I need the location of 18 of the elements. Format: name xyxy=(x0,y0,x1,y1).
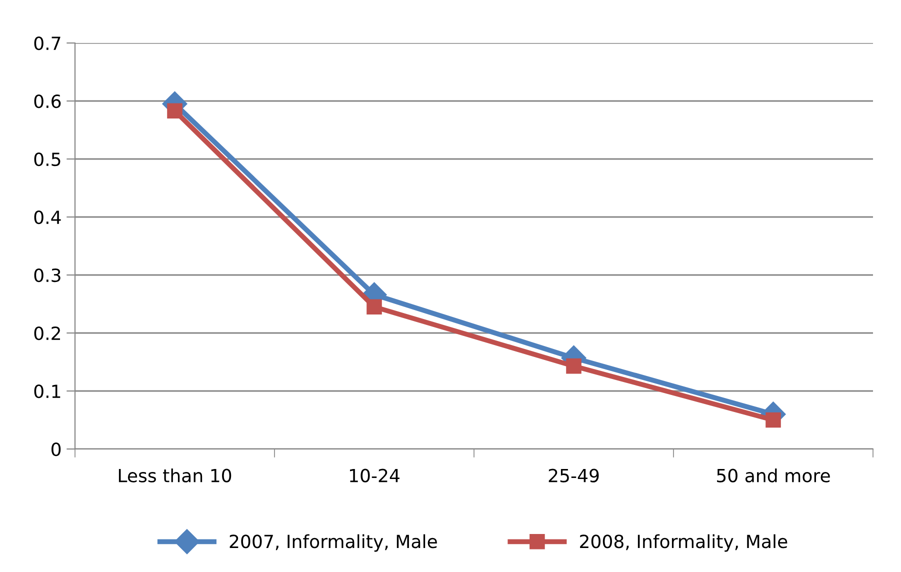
point xyxy=(566,358,582,374)
y-tick-label: 0.2 xyxy=(34,326,60,340)
legend-label: 2008, Informality, Male xyxy=(580,534,788,552)
y-tick-label: 0.4 xyxy=(34,210,61,224)
x-tick-label: Less than 10 xyxy=(118,468,232,482)
y-tick-label: 0.1 xyxy=(34,384,60,398)
point xyxy=(766,412,781,428)
point xyxy=(167,103,182,118)
y-tick-label: 0.6 xyxy=(34,94,61,108)
y-tick-label: 0.3 xyxy=(34,268,60,282)
x-tick-label: 50 and more xyxy=(717,468,830,482)
legend-label: 2007, Informality, Male xyxy=(230,534,437,552)
y-tick-label: 0.5 xyxy=(34,152,60,166)
y-tick-label: 0.7 xyxy=(34,36,60,50)
y-tick-label: 0 xyxy=(52,442,61,456)
x-tick-label: 25-49 xyxy=(548,468,599,482)
x-tick-label: 10-24 xyxy=(350,468,400,482)
point xyxy=(366,299,382,315)
